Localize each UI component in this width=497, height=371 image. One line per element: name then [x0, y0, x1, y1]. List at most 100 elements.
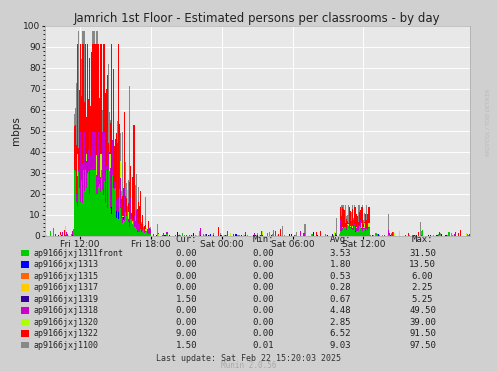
Bar — [129, 86, 130, 236]
Bar — [120, 178, 121, 236]
Bar — [91, 132, 92, 236]
Bar — [137, 232, 138, 236]
Text: 0.00: 0.00 — [252, 306, 274, 315]
Bar — [355, 227, 356, 236]
Bar — [350, 211, 351, 236]
Bar — [105, 231, 106, 236]
Bar — [85, 228, 86, 236]
Bar — [123, 217, 124, 236]
Bar — [364, 235, 365, 236]
Bar — [120, 207, 121, 236]
Bar — [131, 227, 132, 236]
Bar — [344, 230, 345, 236]
Bar — [440, 234, 442, 236]
Bar — [149, 233, 150, 236]
Bar — [224, 235, 225, 236]
Bar — [81, 96, 82, 236]
Bar — [363, 220, 364, 236]
Bar — [121, 191, 122, 236]
Bar — [123, 194, 124, 236]
Bar — [138, 234, 139, 236]
Bar — [348, 224, 349, 236]
Bar — [122, 196, 123, 236]
Bar — [120, 232, 121, 236]
Bar — [345, 232, 346, 236]
Bar — [87, 193, 88, 236]
Bar — [101, 154, 102, 236]
Bar — [345, 205, 346, 236]
Bar — [354, 207, 355, 236]
Bar — [257, 233, 258, 236]
Bar — [227, 231, 228, 236]
Bar — [106, 89, 107, 236]
Bar — [364, 229, 365, 236]
Bar — [132, 235, 133, 236]
Bar — [110, 226, 111, 236]
Bar — [348, 223, 349, 236]
Bar — [96, 155, 97, 236]
Bar — [53, 228, 54, 236]
Bar — [142, 216, 143, 236]
Bar — [138, 203, 139, 236]
Bar — [141, 232, 142, 236]
Bar — [110, 208, 111, 236]
Text: Avg:: Avg: — [330, 235, 351, 244]
Bar — [104, 181, 105, 236]
Bar — [469, 235, 470, 236]
Bar — [373, 235, 374, 236]
Bar — [360, 210, 361, 236]
Bar — [103, 195, 104, 236]
Bar — [369, 228, 370, 236]
Bar — [144, 226, 145, 236]
Bar — [162, 235, 163, 236]
Bar — [367, 230, 368, 236]
Bar — [132, 225, 133, 236]
Bar — [89, 231, 90, 236]
Bar — [87, 208, 88, 236]
Bar — [360, 220, 361, 236]
Bar — [275, 232, 276, 236]
Bar — [460, 230, 461, 236]
Bar — [128, 203, 129, 236]
Bar — [125, 233, 126, 236]
Text: Munin 2.0.56: Munin 2.0.56 — [221, 361, 276, 370]
Bar — [84, 223, 85, 236]
Bar — [332, 234, 333, 236]
Bar — [225, 235, 226, 236]
Bar — [136, 174, 137, 236]
Bar — [89, 155, 90, 236]
Bar — [144, 234, 145, 236]
Bar — [150, 234, 151, 236]
Bar — [147, 229, 148, 236]
Bar — [141, 223, 142, 236]
Bar — [351, 234, 352, 236]
Bar — [363, 233, 364, 236]
Bar — [101, 170, 102, 236]
Bar — [140, 230, 141, 236]
Bar — [343, 234, 344, 236]
Bar — [96, 216, 97, 236]
Bar — [354, 234, 355, 236]
Bar — [142, 234, 143, 236]
Bar — [98, 231, 99, 236]
Bar — [144, 234, 145, 236]
Bar — [359, 230, 360, 236]
Bar — [85, 188, 86, 236]
Bar — [294, 234, 295, 236]
Bar — [95, 181, 96, 236]
Bar — [438, 232, 440, 236]
Bar — [347, 221, 348, 236]
Bar — [109, 229, 110, 236]
Bar — [134, 201, 135, 236]
Bar — [109, 232, 110, 236]
Bar — [131, 219, 132, 236]
Bar — [86, 174, 87, 236]
Bar — [94, 170, 95, 236]
Bar — [102, 110, 103, 236]
Bar — [351, 235, 352, 236]
Bar — [120, 161, 121, 236]
Bar — [105, 226, 106, 236]
Bar — [139, 224, 140, 236]
Bar — [75, 233, 76, 236]
Bar — [143, 233, 144, 236]
